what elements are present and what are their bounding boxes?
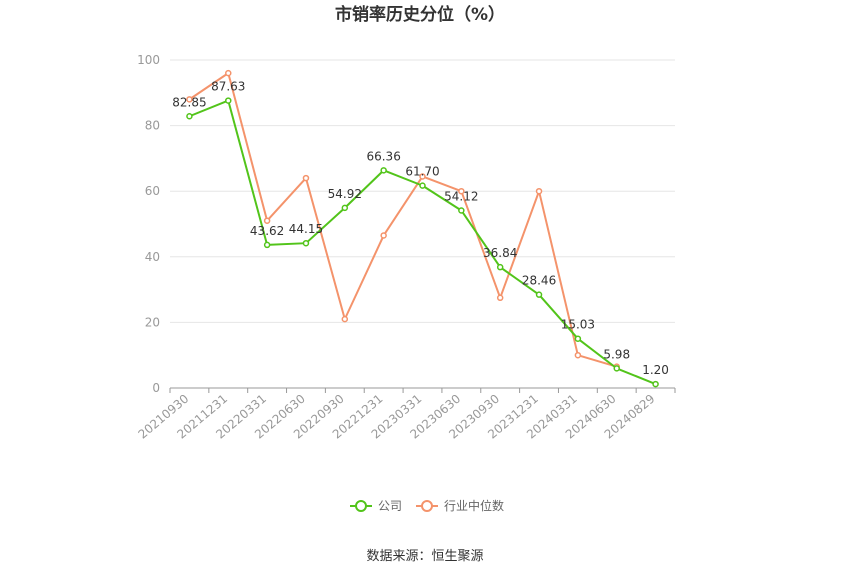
data-point (652, 380, 659, 388)
data-label: 44.15 (289, 222, 323, 236)
data-label: 5.98 (603, 347, 630, 361)
data-point (535, 187, 543, 195)
legend: 公司 行业中位数 (350, 498, 504, 513)
x-axis: 2021093020211231202203312022063020220930… (136, 387, 676, 442)
data-labels: 82.85 87.63 43.62 44.15 54.92 66.36 61.70 54.12… (172, 80, 669, 377)
legend-marker (355, 500, 367, 512)
data-point (419, 173, 426, 180)
data-point (186, 113, 193, 120)
data-point (302, 174, 310, 182)
series-layer (186, 69, 659, 388)
series-line (188, 72, 618, 368)
y-tick-label: 0 (152, 381, 160, 395)
data-point (225, 69, 232, 77)
data-point (380, 167, 387, 174)
legend-item: 公司 (350, 499, 402, 513)
data-label: 43.62 (250, 224, 284, 238)
data-label: 66.36 (366, 149, 400, 163)
series-1 (186, 69, 620, 370)
data-point (496, 263, 504, 271)
data-point (419, 182, 426, 189)
legend-item: 行业中位数 (416, 498, 504, 513)
series-line (189, 99, 656, 385)
data-label: 1.20 (642, 363, 669, 377)
data-point (263, 241, 271, 249)
data-label: 28.46 (522, 274, 556, 288)
series-0 (186, 97, 659, 388)
data-point (341, 315, 349, 323)
y-tick-label: 40 (145, 250, 160, 264)
legend-marker (421, 500, 433, 512)
y-axis: 0 20 40 60 80 100 (137, 53, 160, 395)
data-point (302, 239, 310, 247)
data-label: 54.92 (328, 187, 362, 201)
data-point (380, 232, 387, 239)
data-point (186, 96, 193, 103)
source-note: 数据来源：恒生聚源 (366, 549, 483, 564)
data-point (458, 187, 465, 195)
data-point (263, 217, 271, 224)
legend-label: 行业中位数 (444, 498, 504, 513)
data-label: 61.70 (405, 165, 439, 179)
data-label: 36.84 (483, 246, 517, 260)
grid (170, 59, 675, 323)
data-label: 15.03 (561, 318, 595, 332)
data-point (225, 97, 232, 104)
y-tick-label: 20 (145, 315, 160, 329)
y-tick-label: 60 (145, 184, 160, 198)
chart-title: 市销率历史分位（%） (335, 4, 505, 25)
data-point (458, 207, 465, 214)
data-point (574, 351, 582, 359)
data-label: 87.63 (211, 80, 245, 94)
data-label: 54.12 (444, 189, 478, 203)
data-label: 82.85 (172, 95, 206, 109)
data-point (341, 204, 349, 212)
data-point (496, 294, 504, 302)
data-point (574, 335, 582, 342)
y-tick-label: 80 (145, 119, 160, 133)
data-point (535, 291, 543, 298)
y-tick-label: 100 (137, 53, 160, 67)
data-point (613, 365, 620, 372)
legend-label: 公司 (378, 499, 402, 513)
